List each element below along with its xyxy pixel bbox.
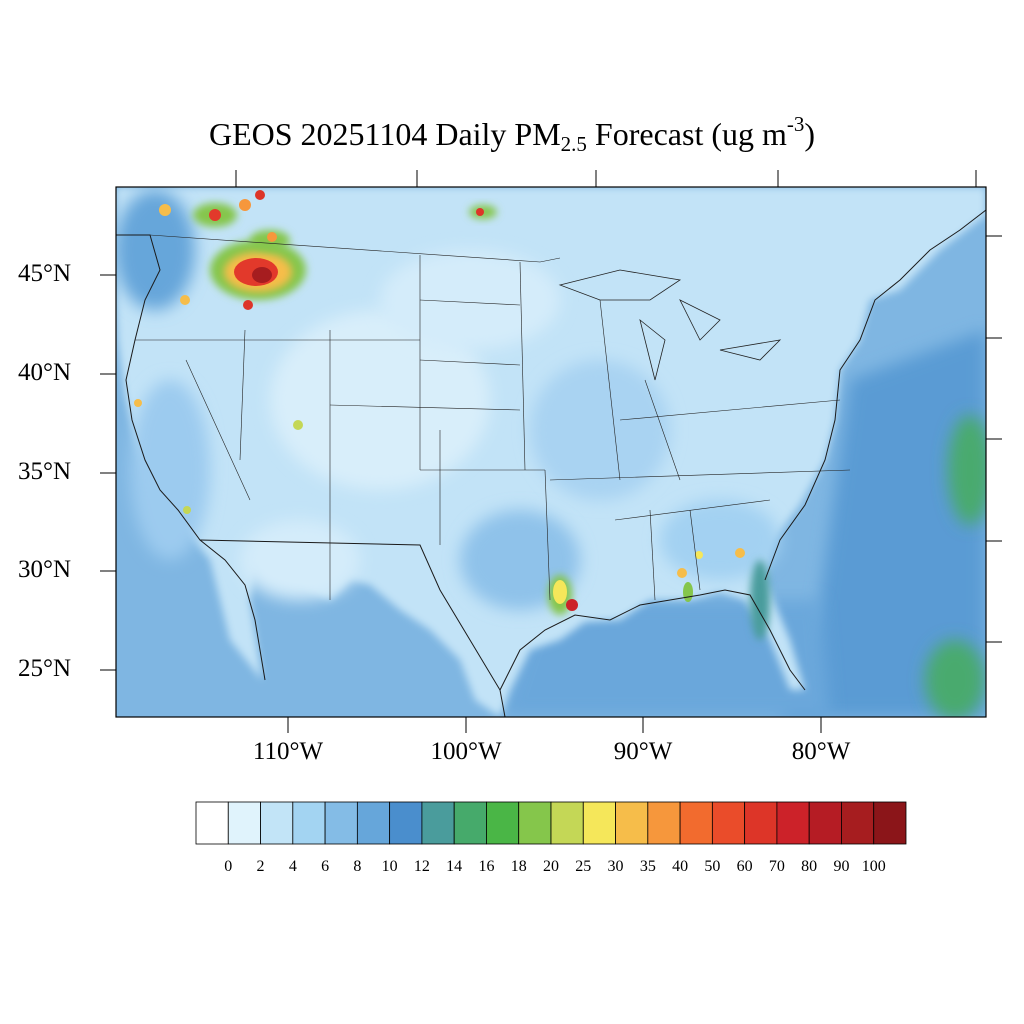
hotspot-utah [134, 399, 303, 514]
atlantic-green-2 [925, 640, 985, 717]
colorbar-label: 50 [704, 858, 721, 875]
colorbar-swatch [679, 801, 713, 845]
colorbar [195, 801, 907, 845]
colorbar-label: 18 [510, 858, 527, 875]
map-title: GEOS 20251104 Daily PM2.5 Forecast (ug m… [208, 112, 816, 156]
hotspot-cascades [159, 190, 290, 310]
hotspot-ontario [469, 205, 497, 219]
great-lakes [558, 269, 782, 381]
colorbar-swatch [873, 801, 907, 845]
lat-label-45: 45°N [18, 260, 72, 287]
colorbar-swatch [647, 801, 681, 845]
lon-label-100: 100°W [430, 738, 502, 765]
colorbar-swatch [453, 801, 487, 845]
colorbar-label: 40 [672, 858, 689, 875]
colorbar-swatch [808, 801, 842, 845]
atlantic-dark [780, 330, 986, 717]
colorbar-label: 100 [861, 858, 886, 875]
colorbar-label: 16 [478, 858, 495, 875]
colorbar-label: 20 [543, 858, 559, 875]
lon-label-80: 80°W [791, 738, 851, 765]
lon-label-110: 110°W [252, 738, 324, 765]
colorbar-swatch [486, 801, 520, 845]
lat-label-35: 35°N [18, 458, 72, 485]
colorbar-label: 80 [801, 858, 818, 875]
colorbar-swatch [356, 801, 391, 845]
colorbar-swatch [195, 801, 229, 845]
lat-label-40: 40°N [18, 359, 72, 386]
colorbar-label: 30 [607, 858, 624, 875]
hotspot-northern-rockies [210, 240, 306, 300]
state-borders [135, 234, 851, 601]
colorbar-label: 0 [224, 858, 233, 875]
colorbar-label: 60 [736, 858, 753, 875]
map-ticks [236, 170, 976, 187]
colorbar-swatch [615, 801, 649, 845]
colorbar-swatch [582, 801, 616, 845]
interior-light-2 [380, 250, 560, 350]
colorbar-swatch [227, 801, 261, 845]
map-frame [115, 186, 987, 718]
colorbar-label: 25 [575, 858, 592, 875]
lat-label-30: 30°N [18, 556, 72, 583]
lat-label-25: 25°N [18, 655, 72, 682]
colorbar-swatch [260, 801, 294, 845]
colorbar-label: 4 [288, 858, 297, 875]
frame-ticks [100, 170, 1002, 733]
colorbar-swatch [550, 801, 584, 845]
colorbar-label: 70 [768, 858, 785, 875]
colorbar-label: 90 [833, 858, 850, 875]
colorbar-label: 2 [256, 858, 265, 875]
map-plot-area [116, 170, 986, 717]
colorbar-swatch [518, 801, 552, 845]
interior-light-1 [270, 310, 490, 490]
colorbar-label: 10 [381, 858, 398, 875]
colorbar-label: 8 [353, 858, 362, 875]
gulf-dark [500, 600, 830, 717]
lon-label-90: 90°W [613, 738, 673, 765]
atlantic-green-1 [948, 415, 986, 525]
colorbar-swatch [292, 801, 326, 845]
colorbar-swatch [711, 801, 746, 845]
colorbar-swatch [421, 801, 455, 845]
colorbar-label: 12 [413, 858, 430, 875]
colorbar-label: 14 [446, 858, 463, 875]
hotspot-louisiana [548, 575, 578, 615]
colorbar-swatch [744, 801, 778, 845]
colorbar-swatch [841, 801, 875, 845]
interior-light-3 [240, 520, 360, 600]
coastlines [116, 209, 986, 717]
colorbar-swatch [776, 801, 810, 845]
colorbar-label: 6 [321, 858, 330, 875]
midwest-blue [530, 360, 670, 500]
colorbar-swatch [324, 801, 358, 845]
pnw-blue [116, 190, 195, 310]
southeast-blue [660, 500, 780, 580]
colorbar-swatch [389, 801, 423, 845]
colorbar-label: 35 [639, 858, 656, 875]
california-blue [130, 380, 210, 560]
